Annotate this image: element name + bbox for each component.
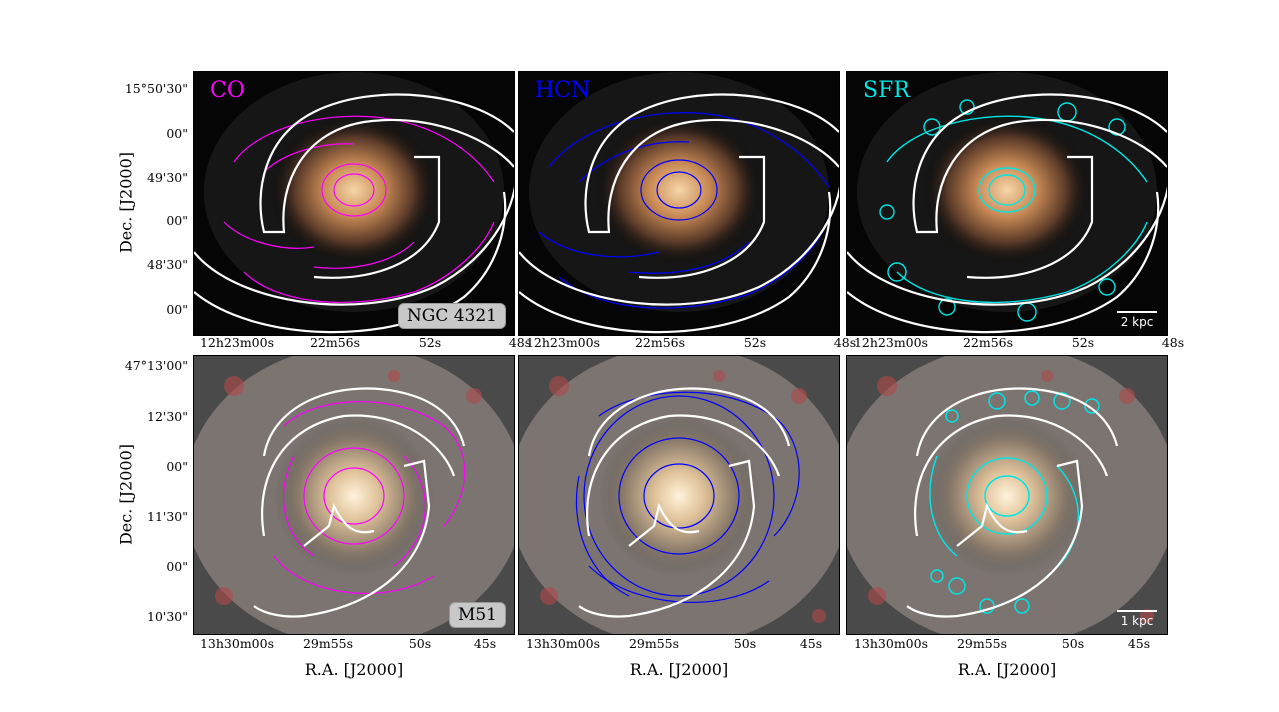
xtick: 22m56s bbox=[962, 335, 1014, 350]
spiral-arm-outline bbox=[578, 387, 791, 618]
m51-co-image bbox=[194, 356, 514, 634]
ra-axis-label: R.A. [J2000] bbox=[957, 660, 1057, 679]
m51-hcn-panel bbox=[518, 355, 840, 635]
ngc4321-sfr-panel: SFR 2 kpc bbox=[846, 71, 1168, 336]
spiral-arm-outline bbox=[253, 387, 466, 618]
xtick: 52s bbox=[418, 335, 442, 350]
xtick: 52s bbox=[1071, 335, 1095, 350]
xtick: 48s bbox=[508, 335, 532, 350]
ytick: 00" bbox=[166, 302, 188, 317]
xtick: 29m55s bbox=[302, 636, 354, 651]
panel-label-sfr: SFR bbox=[863, 78, 910, 103]
sfr-contours bbox=[879, 99, 1148, 322]
ytick: 48'30" bbox=[147, 257, 188, 272]
xtick: 29m55s bbox=[628, 636, 680, 651]
xtick: 12h23m00s bbox=[199, 335, 275, 350]
m51-sfr-image bbox=[847, 356, 1167, 634]
ytick: 49'30" bbox=[147, 170, 188, 185]
scale-bar-top: 2 kpc bbox=[1117, 311, 1157, 329]
galaxy-name-m51: M51 bbox=[448, 602, 506, 628]
ytick: 47°13'00" bbox=[124, 358, 188, 373]
xtick: 13h30m00s bbox=[199, 636, 275, 651]
ytick: 00" bbox=[166, 459, 188, 474]
xtick: 48s bbox=[1161, 335, 1185, 350]
xtick: 13h30m00s bbox=[525, 636, 601, 651]
m51-co-panel: M51 bbox=[193, 355, 515, 635]
co-contours bbox=[223, 115, 495, 304]
m51-hcn-image bbox=[519, 356, 839, 634]
ra-axis-label: R.A. [J2000] bbox=[629, 660, 729, 679]
ytick: 00" bbox=[166, 559, 188, 574]
ngc4321-hcn-panel: HCN bbox=[518, 71, 840, 336]
ytick: 15°50'30" bbox=[124, 81, 188, 96]
ytick: 00" bbox=[166, 126, 188, 141]
spiral-arm-outline bbox=[906, 387, 1119, 618]
xtick: 29m55s bbox=[956, 636, 1008, 651]
scale-bar-label: 2 kpc bbox=[1120, 315, 1154, 329]
scale-bar-line bbox=[1117, 610, 1157, 612]
xtick: 50s bbox=[408, 636, 432, 651]
ngc4321-co-image bbox=[194, 72, 514, 334]
xtick: 45s bbox=[799, 636, 823, 651]
xtick: 48s bbox=[833, 335, 857, 350]
dec-axis-label: Dec. [J2000] bbox=[116, 443, 136, 546]
spiral-arm-outline bbox=[847, 93, 1167, 334]
xtick: 13h30m00s bbox=[853, 636, 929, 651]
co-contours bbox=[273, 401, 466, 594]
dec-axis-label: Dec. [J2000] bbox=[116, 151, 136, 254]
m51-sfr-panel: 1 kpc bbox=[846, 355, 1168, 635]
xtick: 22m56s bbox=[309, 335, 361, 350]
xtick: 52s bbox=[743, 335, 767, 350]
xtick: 45s bbox=[473, 636, 497, 651]
panel-label-co: CO bbox=[210, 78, 245, 103]
ytick: 12'30" bbox=[147, 409, 188, 424]
scale-bar-bottom: 1 kpc bbox=[1117, 610, 1157, 628]
panel-label-hcn: HCN bbox=[535, 78, 591, 103]
ngc4321-sfr-image bbox=[847, 72, 1167, 334]
xtick: 22m56s bbox=[634, 335, 686, 350]
ytick: 00" bbox=[166, 213, 188, 228]
scale-bar-label: 1 kpc bbox=[1120, 614, 1154, 628]
scale-bar-line bbox=[1117, 311, 1157, 313]
xtick: 12h23m00s bbox=[853, 335, 929, 350]
xtick: 12h23m00s bbox=[525, 335, 601, 350]
ytick: 10'30" bbox=[147, 609, 188, 624]
xtick: 45s bbox=[1127, 636, 1151, 651]
xtick: 50s bbox=[733, 636, 757, 651]
ytick: 11'30" bbox=[147, 509, 188, 524]
ngc4321-co-panel: CO NGC 4321 bbox=[193, 71, 515, 336]
ra-axis-label: R.A. [J2000] bbox=[304, 660, 404, 679]
xtick: 50s bbox=[1061, 636, 1085, 651]
galaxy-name-ngc4321: NGC 4321 bbox=[397, 303, 506, 329]
spiral-arm-outline bbox=[519, 93, 839, 334]
ngc4321-hcn-image bbox=[519, 72, 839, 334]
